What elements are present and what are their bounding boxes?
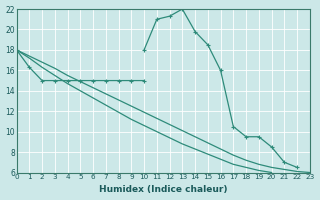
X-axis label: Humidex (Indice chaleur): Humidex (Indice chaleur) — [99, 185, 228, 194]
